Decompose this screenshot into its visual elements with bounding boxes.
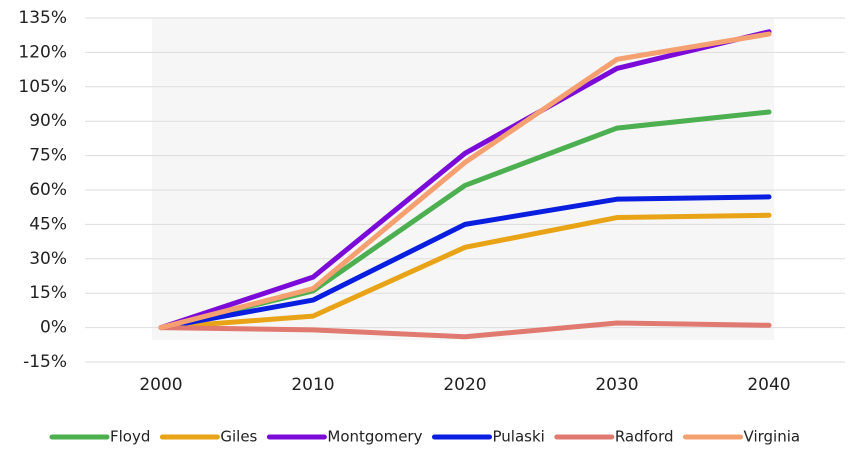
y-tick-label: 75% [29, 146, 67, 166]
series-line [158, 31, 772, 331]
legend-label: Giles [220, 428, 257, 446]
y-tick-label: 45% [29, 214, 67, 234]
y-tick-label: 135% [18, 8, 67, 28]
legend-label: Floyd [110, 428, 150, 446]
y-tick-label: 105% [18, 77, 67, 97]
legend-label: Virginia [744, 428, 801, 446]
series-line [158, 320, 772, 340]
series-line [158, 194, 772, 331]
x-tick-label: 2020 [443, 375, 486, 395]
series-line [158, 29, 772, 331]
y-tick-label: 15% [29, 283, 67, 303]
legend-label: Pulaski [492, 428, 544, 446]
y-tick-label: -15% [23, 352, 67, 372]
y-tick-label: 0% [40, 318, 67, 338]
x-tick-label: 2030 [595, 375, 638, 395]
y-tick-label: 60% [29, 180, 67, 200]
series-line [158, 212, 772, 331]
y-tick-label: 30% [29, 249, 67, 269]
legend-label: Radford [615, 428, 674, 446]
y-tick-label: 120% [18, 42, 67, 62]
legend-label: Montgomery [327, 428, 422, 446]
y-tick-label: 90% [29, 111, 67, 131]
x-tick-label: 2040 [747, 375, 790, 395]
x-tick-label: 2000 [139, 375, 182, 395]
x-tick-label: 2010 [291, 375, 334, 395]
plot-background [152, 18, 774, 340]
